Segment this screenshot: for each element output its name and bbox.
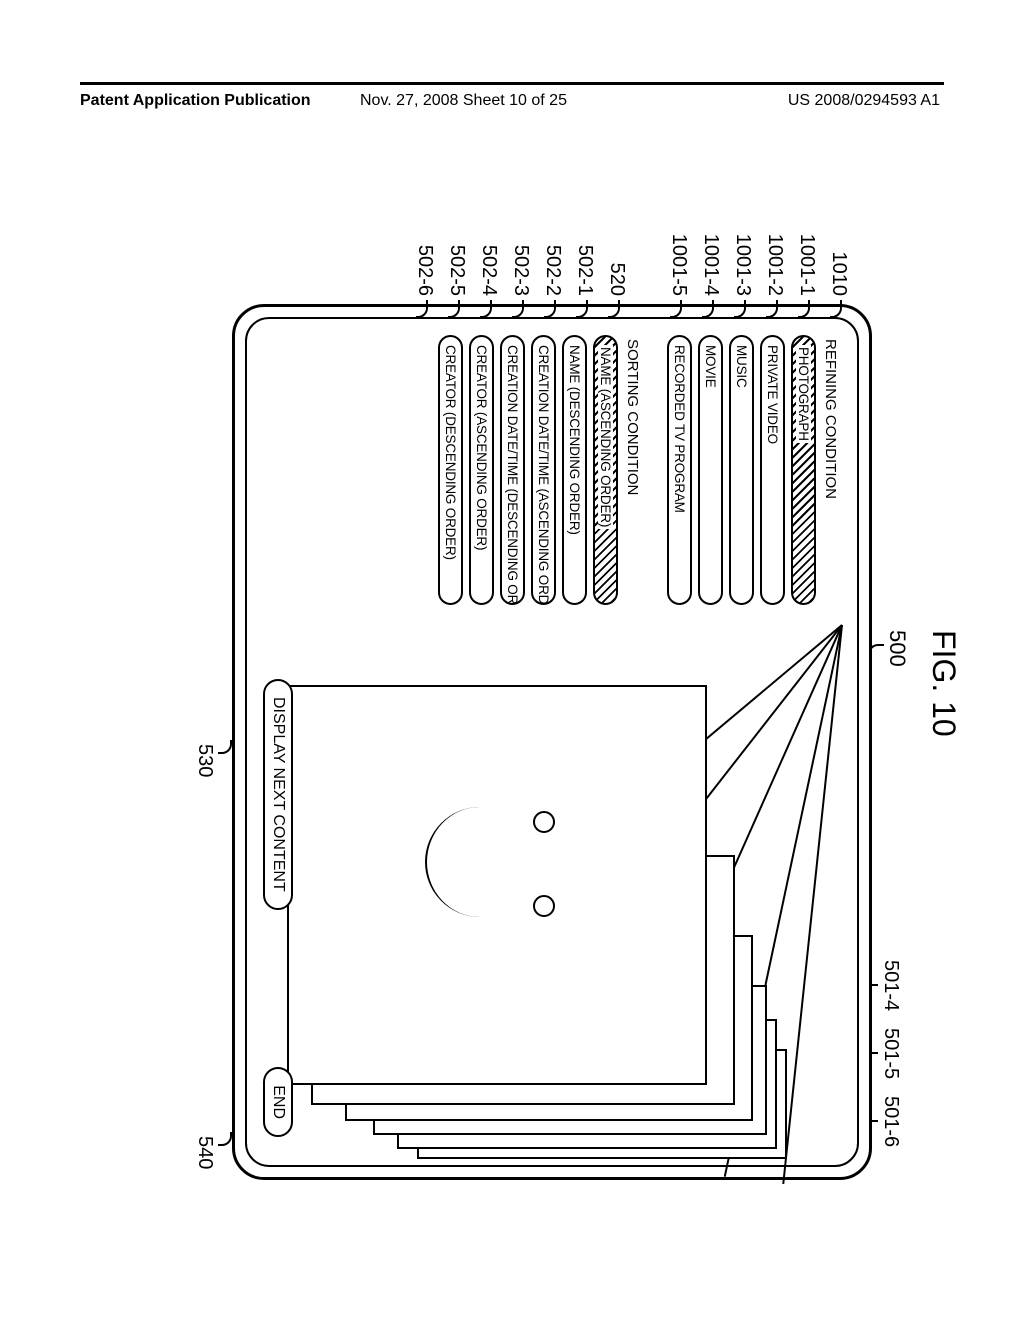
ref-501-4: 501-4 xyxy=(879,960,902,1011)
device-frame: REFINING CONDITION PHOTOGRAPH PRIVATE VI… xyxy=(232,304,872,1180)
ref-501-5: 501-5 xyxy=(879,1028,902,1079)
content-area xyxy=(305,625,843,1151)
ref-502-5: 502-5 xyxy=(445,176,468,296)
header-pubnum: US 2008/0294593 A1 xyxy=(788,92,940,110)
refining-private-video[interactable]: PRIVATE VIDEO xyxy=(760,335,785,605)
ref-501-6: 501-6 xyxy=(879,1096,902,1147)
sorting-name-asc[interactable]: NAME (ASCENDING ORDER) xyxy=(593,335,618,605)
content-card-1[interactable] xyxy=(287,685,707,1085)
ref-540: 540 xyxy=(193,1136,216,1169)
ref-1001-2: 1001-2 xyxy=(763,176,786,296)
device-screen: REFINING CONDITION PHOTOGRAPH PRIVATE VI… xyxy=(245,317,859,1167)
display-next-button[interactable]: DISPLAY NEXT CONTENT xyxy=(263,679,293,910)
sorting-name-desc[interactable]: NAME (DESCENDING ORDER) xyxy=(562,335,587,605)
sorting-creator-asc[interactable]: CREATOR (ASCENDING ORDER) xyxy=(469,335,494,605)
ref-502-4: 502-4 xyxy=(477,176,500,296)
figure-title: FIG. 10 xyxy=(925,630,962,737)
refining-heading: REFINING CONDITION xyxy=(816,331,843,609)
ref-1010: 1010 xyxy=(827,176,850,296)
face-mouth-icon xyxy=(425,807,495,917)
face-eye-icon xyxy=(533,895,555,917)
perspective-line xyxy=(782,625,843,1184)
header-date-sheet: Nov. 27, 2008 Sheet 10 of 25 xyxy=(360,92,567,110)
ref-500: 500 xyxy=(884,630,910,667)
left-panel: REFINING CONDITION PHOTOGRAPH PRIVATE VI… xyxy=(432,331,843,609)
patent-page: Patent Application Publication Nov. 27, … xyxy=(0,0,1024,1320)
sorting-date-desc[interactable]: CREATION DATE/TIME (DESCENDING ORDER) xyxy=(500,335,525,605)
end-button[interactable]: END xyxy=(263,1067,293,1137)
ref-530: 530 xyxy=(193,744,216,777)
ref-1001-5: 1001-5 xyxy=(667,176,690,296)
sorting-date-asc[interactable]: CREATION DATE/TIME (ASCENDING ORDER) xyxy=(531,335,556,605)
refining-recorded-tv[interactable]: RECORDED TV PROGRAM xyxy=(667,335,692,605)
header-publication: Patent Application Publication xyxy=(80,92,311,110)
sorting-creator-desc[interactable]: CREATOR (DESCENDING ORDER) xyxy=(438,335,463,605)
figure-10: FIG. 10 500 510 501-1 501-2 501-3 501-4 … xyxy=(62,170,962,1220)
ref-1001-3: 1001-3 xyxy=(731,176,754,296)
ref-502-2: 502-2 xyxy=(541,176,564,296)
ref-502-6: 502-6 xyxy=(413,176,436,296)
face-eye-icon xyxy=(533,811,555,833)
ref-502-1: 502-1 xyxy=(573,176,596,296)
header-rule xyxy=(80,82,944,85)
sorting-heading: SORTING CONDITION xyxy=(618,331,645,609)
ref-520: 520 xyxy=(605,176,628,296)
ref-1001-1: 1001-1 xyxy=(795,176,818,296)
ref-1001-4: 1001-4 xyxy=(699,176,722,296)
refining-music[interactable]: MUSIC xyxy=(729,335,754,605)
refining-movie[interactable]: MOVIE xyxy=(698,335,723,605)
refining-photograph[interactable]: PHOTOGRAPH xyxy=(791,335,816,605)
ref-502-3: 502-3 xyxy=(509,176,532,296)
